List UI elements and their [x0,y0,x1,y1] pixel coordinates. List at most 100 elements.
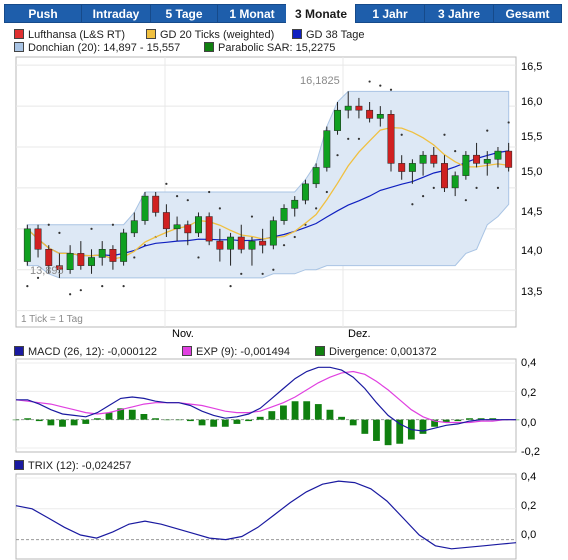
sar-dot [507,121,510,124]
sar-dot [400,133,403,136]
candle-body [408,163,416,172]
divergence-bar [163,419,171,421]
macd-y-tick: 0,0 [521,417,536,429]
tab-gesamt[interactable]: Gesamt [493,4,562,23]
gd20-line [26,126,509,260]
candle-body [280,208,288,221]
legend-swatch-donchian [14,42,24,52]
candle-body [195,216,202,234]
divergence-bar [210,419,218,427]
divergence-bar [268,411,276,420]
candle-body [451,175,459,189]
divergence-bar [326,409,334,420]
legend-divergence: Divergence: 0,001372 [315,345,437,359]
sar-dot [101,284,104,288]
tab-3-monate[interactable]: 3 Monate [286,4,356,23]
sar-dot [122,284,125,288]
legend-swatch-divergence [315,346,325,356]
sar-dot [421,194,425,198]
divergence-bar [93,418,101,420]
legend-trix: TRIX (12): -0,024257 [14,459,131,473]
price-y-tick: 13,5 [521,286,542,298]
price-min-label: 13,895 [30,265,64,277]
candle-body [109,249,117,262]
tab-1-jahr[interactable]: 1 Jahr [355,4,425,23]
price-y-tick: 16,5 [521,61,542,73]
divergence-bar [35,419,43,422]
x-tick-nov: Nov. [172,328,194,340]
price-chart: 16,5 16,0 15,5 15,0 14,5 14,0 13,5 16,18… [15,56,542,340]
trix-lines [15,480,517,550]
candle-body [120,232,128,262]
tab-push[interactable]: Push [4,4,82,23]
tab-1-monat[interactable]: 1 Monat [217,4,287,23]
divergence-bar [221,419,229,427]
macd-y-tick: 0,2 [521,387,536,399]
sar-dot [175,194,179,198]
sar-dot [486,129,489,132]
candle-body [430,154,438,164]
candle-body [141,195,149,221]
sar-dot [218,207,221,210]
candle-body [387,114,395,164]
legend-exp: EXP (9): -0,001494 [182,345,290,359]
sar-dot [186,199,189,202]
exp-line [15,370,516,424]
divergence-bar [431,419,439,427]
price-y-tick: 14,0 [521,245,542,257]
sar-dot [282,244,286,247]
divergence-bar [117,408,125,420]
trix-y-tick: 0,4 [521,472,536,483]
sar-dot [58,231,61,235]
tab-3-jahre[interactable]: 3 Jahre [424,4,494,23]
divergence-bar [59,419,66,427]
tab-5-tage[interactable]: 5 Tage [150,4,218,23]
candle-body [291,199,299,209]
sar-dot [208,190,211,194]
legend-gd38: GD 38 Tage [292,28,365,42]
sar-dot [36,276,40,280]
macd-y-tick: -0,2 [521,446,540,457]
candle-body [88,257,95,266]
legend-swatch-sar [204,42,214,52]
candle-body [205,216,213,242]
divergence-bar [24,418,32,420]
sar-dot [250,215,254,218]
moving-averages [26,126,509,260]
tab-intraday[interactable]: Intraday [81,4,151,23]
trix-y-tick: 0,0 [521,529,536,541]
sar-dot [336,154,339,157]
candle-body [312,167,320,185]
candle-body [301,183,309,201]
sar-dot [315,207,318,210]
divergence-bar [338,416,345,420]
sar-dot [293,235,296,239]
legend-swatch-lufthansa [14,29,24,39]
divergence-bar [454,419,462,422]
divergence-bar [314,404,322,420]
price-y-tick: 15,0 [521,166,542,178]
candle-body [184,224,192,234]
candle-body [216,240,224,250]
candle-body [227,236,235,250]
divergence-bar [105,412,113,420]
legend-swatch-gd20 [146,29,156,39]
candle-body [398,163,406,172]
candle-body [505,150,513,168]
legend-label-macd: MACD (26, 12): -0,000122 [28,346,158,358]
divergence-bar [12,419,20,421]
sar-dot [111,223,115,226]
sar-dot [197,256,200,259]
period-tab-bar: Push Intraday 5 Tage 1 Monat 3 Monate 1 … [0,0,568,26]
divergence-bar [140,414,148,420]
candle-body [334,109,341,131]
divergence-bar [233,419,241,424]
candle-body [162,212,170,230]
legend-label-lufthansa: Lufthansa (L&S RT) [28,29,126,41]
sar-dot [347,137,350,140]
sar-dot [47,223,50,226]
price-max-label: 16,1825 [300,75,340,87]
price-y-tick: 15,5 [521,131,542,143]
candle-body [494,150,502,160]
divergence-bar [477,418,485,420]
